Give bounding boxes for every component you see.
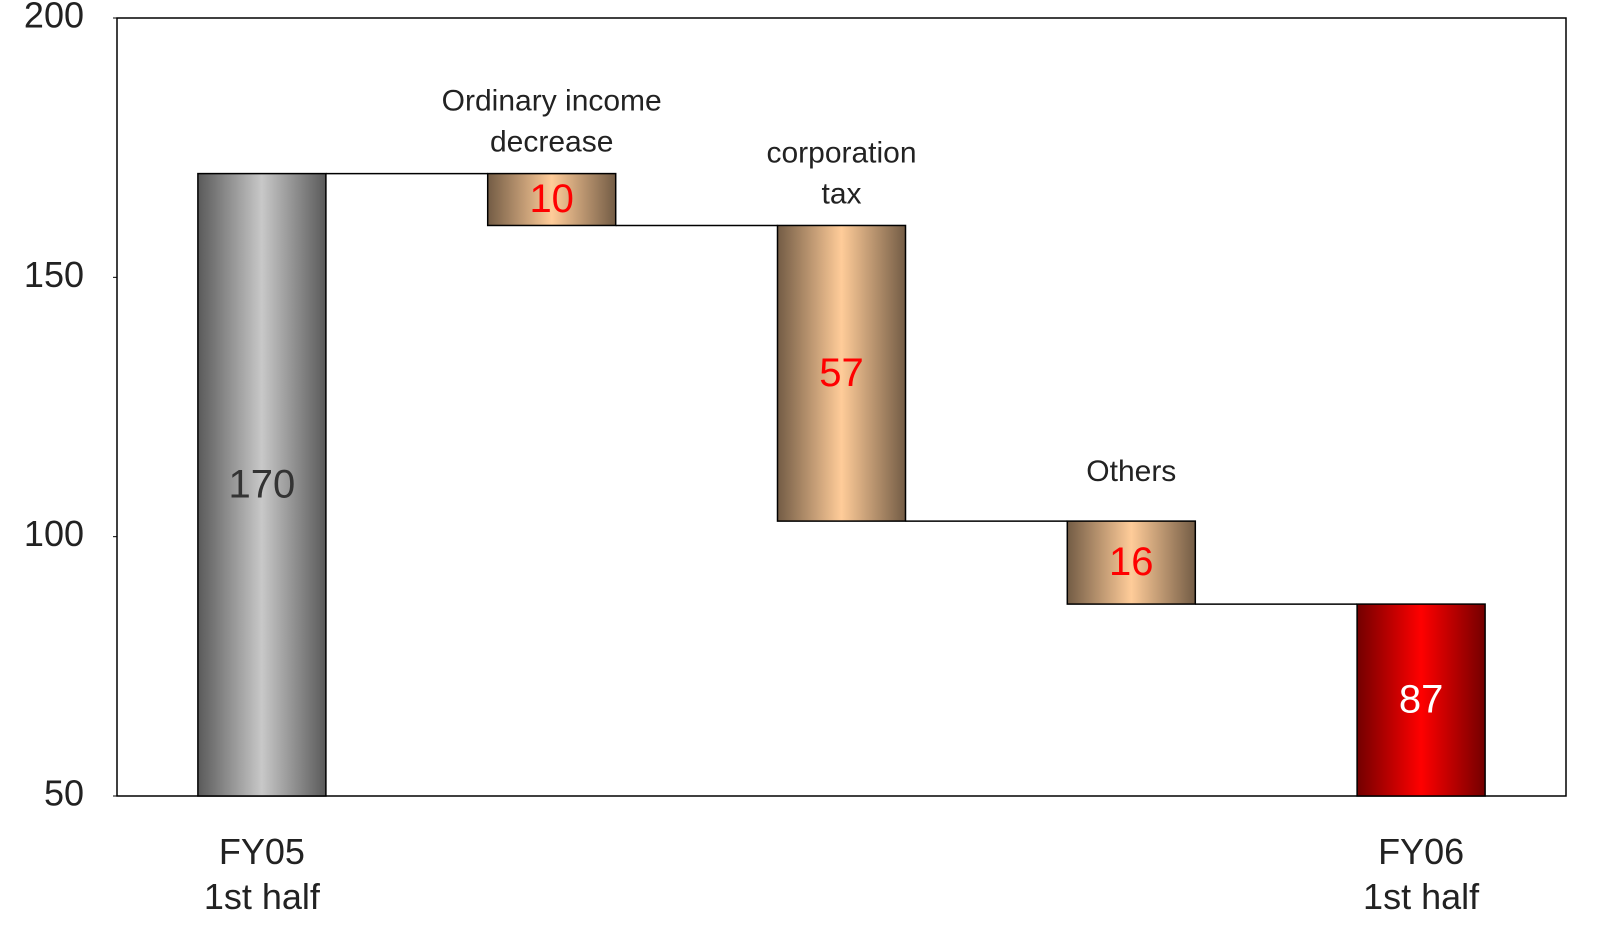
category-line: Ordinary income <box>442 85 662 118</box>
bar <box>776 224 907 522</box>
category-label: FY05 1st half <box>204 831 321 917</box>
category-line: tax <box>821 177 861 210</box>
category-label: FY06 1st half <box>1363 831 1480 917</box>
y-tick-label: 150 <box>24 254 84 295</box>
y-tick-label: 50 <box>44 773 84 814</box>
category-line: 1st half <box>1363 876 1480 917</box>
category-label: Ordinary income decrease <box>442 85 662 159</box>
category-line: corporation <box>766 136 916 169</box>
bar <box>1356 603 1486 797</box>
bar <box>486 172 617 227</box>
bar <box>1066 520 1197 605</box>
data-label: 10 <box>529 177 574 221</box>
data-label: 57 <box>819 351 864 395</box>
category-line: decrease <box>490 126 613 159</box>
data-label: 170 <box>229 462 296 506</box>
y-tick-label: 200 <box>24 0 84 36</box>
bar <box>197 172 327 797</box>
data-label: 16 <box>1109 540 1154 584</box>
data-label: 87 <box>1399 678 1444 722</box>
category-label: corporation tax <box>766 136 916 210</box>
category-line: FY05 <box>219 831 305 872</box>
category-line: Others <box>1086 455 1176 488</box>
category-label: Others <box>1086 455 1176 488</box>
category-line: FY06 <box>1378 831 1464 872</box>
plot-frame <box>116 17 1567 797</box>
y-tick-label: 100 <box>24 513 84 554</box>
category-line: 1st half <box>204 876 321 917</box>
